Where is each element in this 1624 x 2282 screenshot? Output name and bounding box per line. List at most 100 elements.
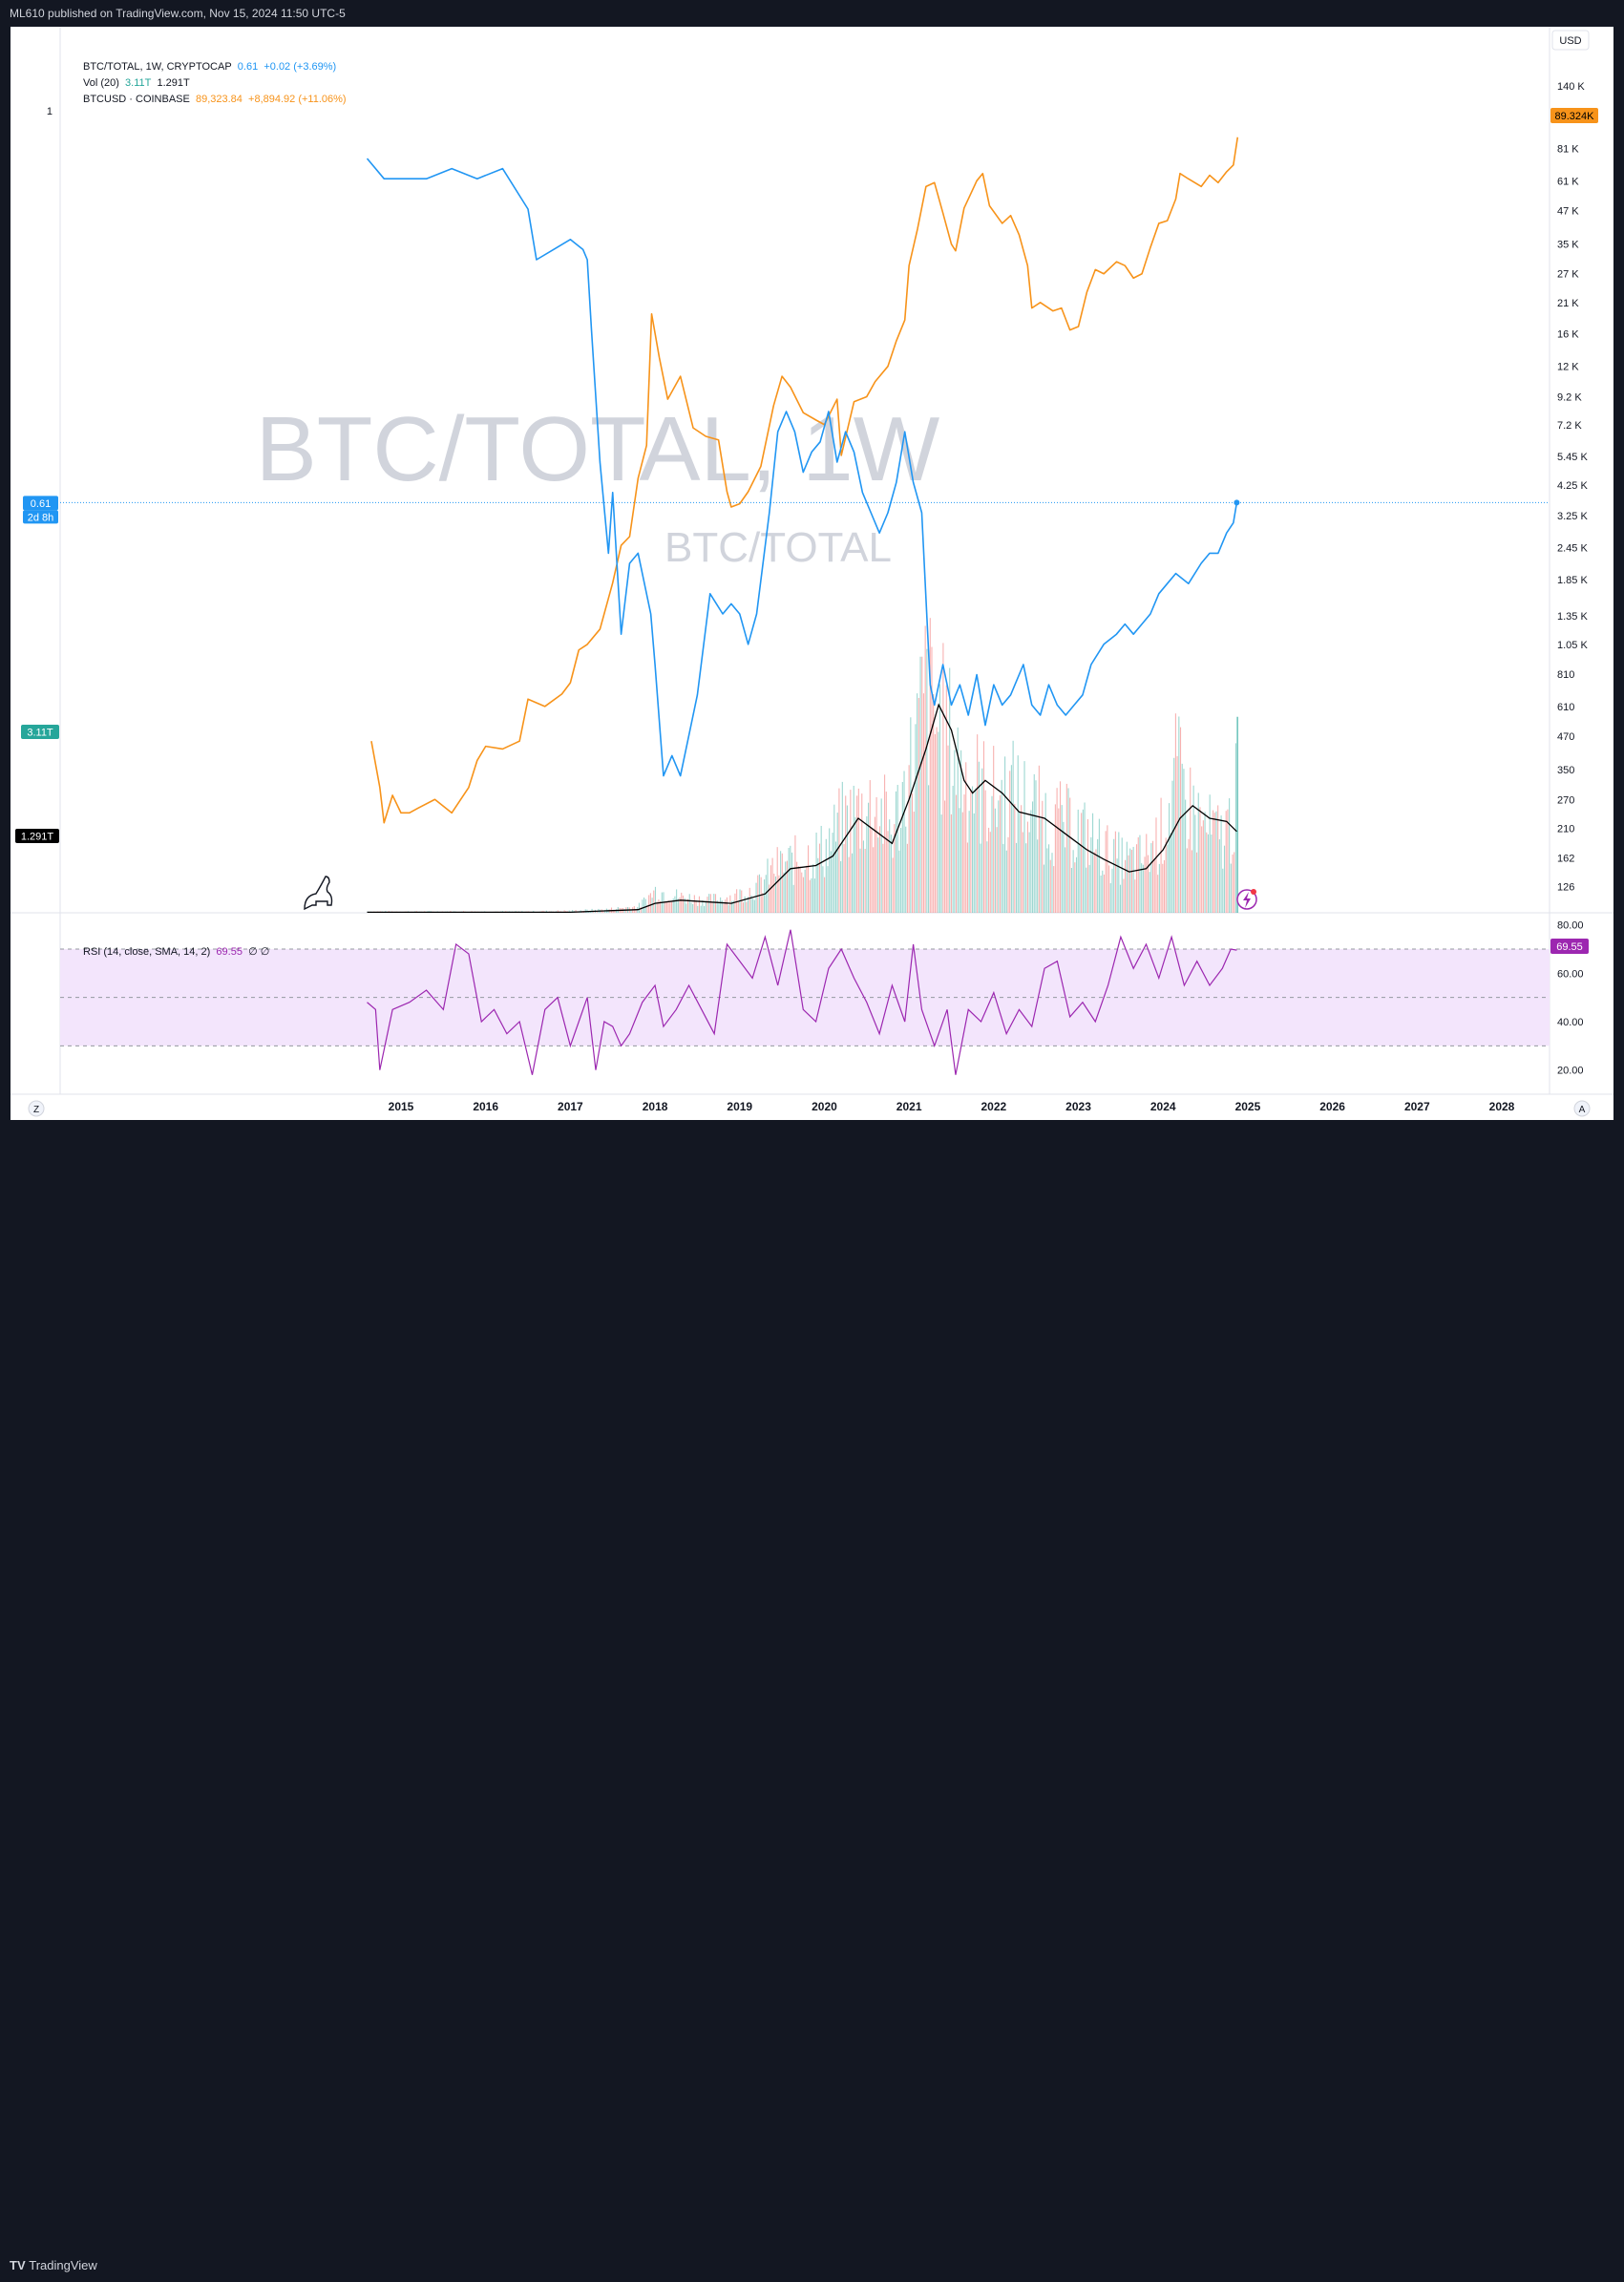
volume-bar [1202, 820, 1204, 913]
volume-bar [1084, 802, 1086, 913]
volume-bar [1063, 821, 1065, 913]
volume-bar [721, 900, 723, 913]
volume-bar [737, 900, 739, 913]
volume-bar [944, 800, 946, 913]
time-tick-label: 2023 [1065, 1100, 1091, 1113]
volume-bar [1153, 859, 1155, 913]
volume-bar [1109, 883, 1111, 913]
volume-bar [1201, 826, 1203, 913]
volume-bar [991, 795, 993, 913]
volume-bar [774, 876, 777, 913]
volume-bar [882, 843, 884, 913]
volume-bar [785, 861, 787, 913]
volume-bar [903, 771, 905, 913]
dino-shape [304, 876, 333, 911]
volume-bar [1030, 810, 1032, 913]
volume-bar [926, 648, 928, 913]
volume-bar [885, 792, 887, 913]
tradingview-logo: TV TradingView [10, 2249, 97, 2282]
rsi-label[interactable]: RSI (14, close, SMA, 14, 2) [83, 946, 211, 958]
currency-button[interactable]: USD [1551, 30, 1590, 51]
volume-bar [862, 840, 865, 913]
volume-bar [1213, 813, 1215, 913]
volume-bar [898, 850, 900, 913]
volume-bar [1074, 862, 1076, 913]
volume-bar [697, 905, 699, 913]
volume-bar [1123, 878, 1125, 913]
volume-bar [986, 841, 988, 913]
volume-bar [928, 785, 930, 913]
volume-bar [755, 882, 757, 913]
volume-bar [994, 808, 996, 913]
volume-bar [1090, 836, 1092, 913]
legend: BTC/TOTAL, 1W, CRYPTOCAP 0.61 +0.02 (+3.… [83, 59, 347, 108]
right-price-axis: 140 K105 K81 K61 K47 K35 K27 K21 K16 K12… [1557, 81, 1588, 893]
volume-bar [1186, 848, 1188, 913]
volume-bar [1009, 771, 1011, 913]
volume-bar [1023, 761, 1025, 913]
volume-bar [908, 765, 910, 913]
volume-bar [1139, 835, 1141, 913]
volume-bar [911, 792, 914, 913]
volume-bar [648, 895, 650, 913]
volume-bar [1142, 864, 1144, 913]
volume-bar [1218, 839, 1220, 913]
volume-bar [753, 899, 755, 913]
volume-bar [906, 843, 908, 913]
legend-vol-label[interactable]: Vol (20) [83, 77, 119, 89]
zoom-reset-button[interactable]: Z [28, 1100, 45, 1117]
time-tick-label: 2025 [1235, 1100, 1261, 1113]
volume-bar [952, 785, 954, 913]
volume-bar [880, 798, 882, 913]
volume-bar [836, 813, 838, 913]
volume-bar [1053, 866, 1055, 913]
volume-bar [877, 837, 879, 913]
lightning-icon[interactable] [1236, 889, 1257, 910]
price-tick-label: 140 K [1557, 81, 1585, 93]
left-price-badge-text: 0.61 [31, 498, 51, 510]
volume-bar [780, 851, 782, 913]
volume-bar [857, 788, 859, 913]
volume-bar [1135, 844, 1138, 913]
volume-bar [864, 849, 866, 913]
dinosaur-icon [304, 876, 333, 911]
volume-bar [1025, 843, 1027, 913]
volume-bar [1192, 785, 1194, 913]
volume-bar [999, 794, 1002, 913]
volume-bar [612, 909, 614, 913]
volume-bar [665, 901, 667, 913]
volume-bar [818, 843, 821, 913]
auto-scale-button[interactable]: A [1573, 1100, 1591, 1117]
volume-bar [1160, 797, 1162, 913]
volume-bar [982, 741, 985, 913]
volume-bar [931, 646, 933, 913]
right-price-badge: 89.324K [1550, 108, 1598, 123]
volume-bar [1185, 799, 1187, 913]
volume-bar [942, 643, 944, 913]
right-rsi-badge-text: 69.55 [1556, 941, 1583, 953]
volume-bar [728, 904, 729, 913]
legend-btcusd-symbol[interactable]: BTCUSD · COINBASE [83, 94, 190, 105]
volume-bar [968, 811, 970, 913]
right-rsi-badge-bg [1550, 939, 1589, 954]
volume-bar [1044, 792, 1046, 913]
volume-bar [720, 897, 722, 913]
legend-btcusd-value: 89,323.84 [195, 94, 243, 105]
left-price-badge: 0.61 [23, 496, 58, 511]
volume-bar [1149, 872, 1150, 913]
volume-bar [1199, 807, 1201, 913]
volume-bar [1116, 858, 1118, 913]
price-tick-label: 610 [1557, 702, 1574, 713]
volume-bar [1069, 797, 1071, 913]
volume-bar [799, 866, 801, 913]
volume-bar [965, 762, 967, 913]
volume-bar [776, 847, 778, 913]
volume-bar [1155, 817, 1157, 913]
legend-main-symbol[interactable]: BTC/TOTAL, 1W, CRYPTOCAP [83, 61, 232, 73]
volume-bar [702, 900, 704, 913]
volume-bar [1002, 843, 1004, 913]
rsi-tick-label: 80.00 [1557, 920, 1584, 932]
volume-bar [802, 877, 804, 913]
